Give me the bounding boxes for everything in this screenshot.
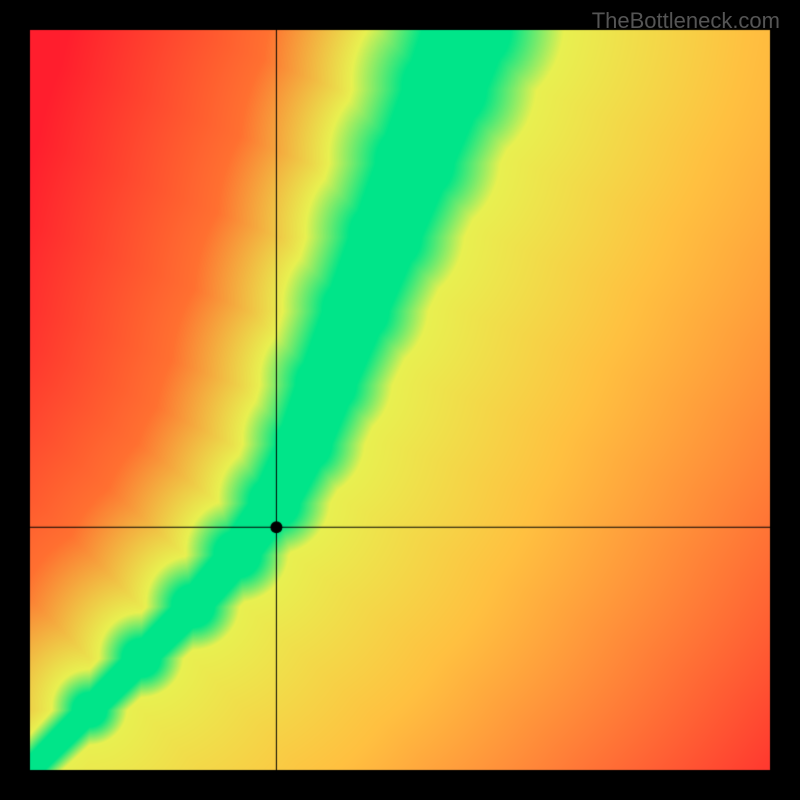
watermark-text: TheBottleneck.com [592,8,780,34]
chart-container: TheBottleneck.com [0,0,800,800]
bottleneck-heatmap [0,0,800,800]
